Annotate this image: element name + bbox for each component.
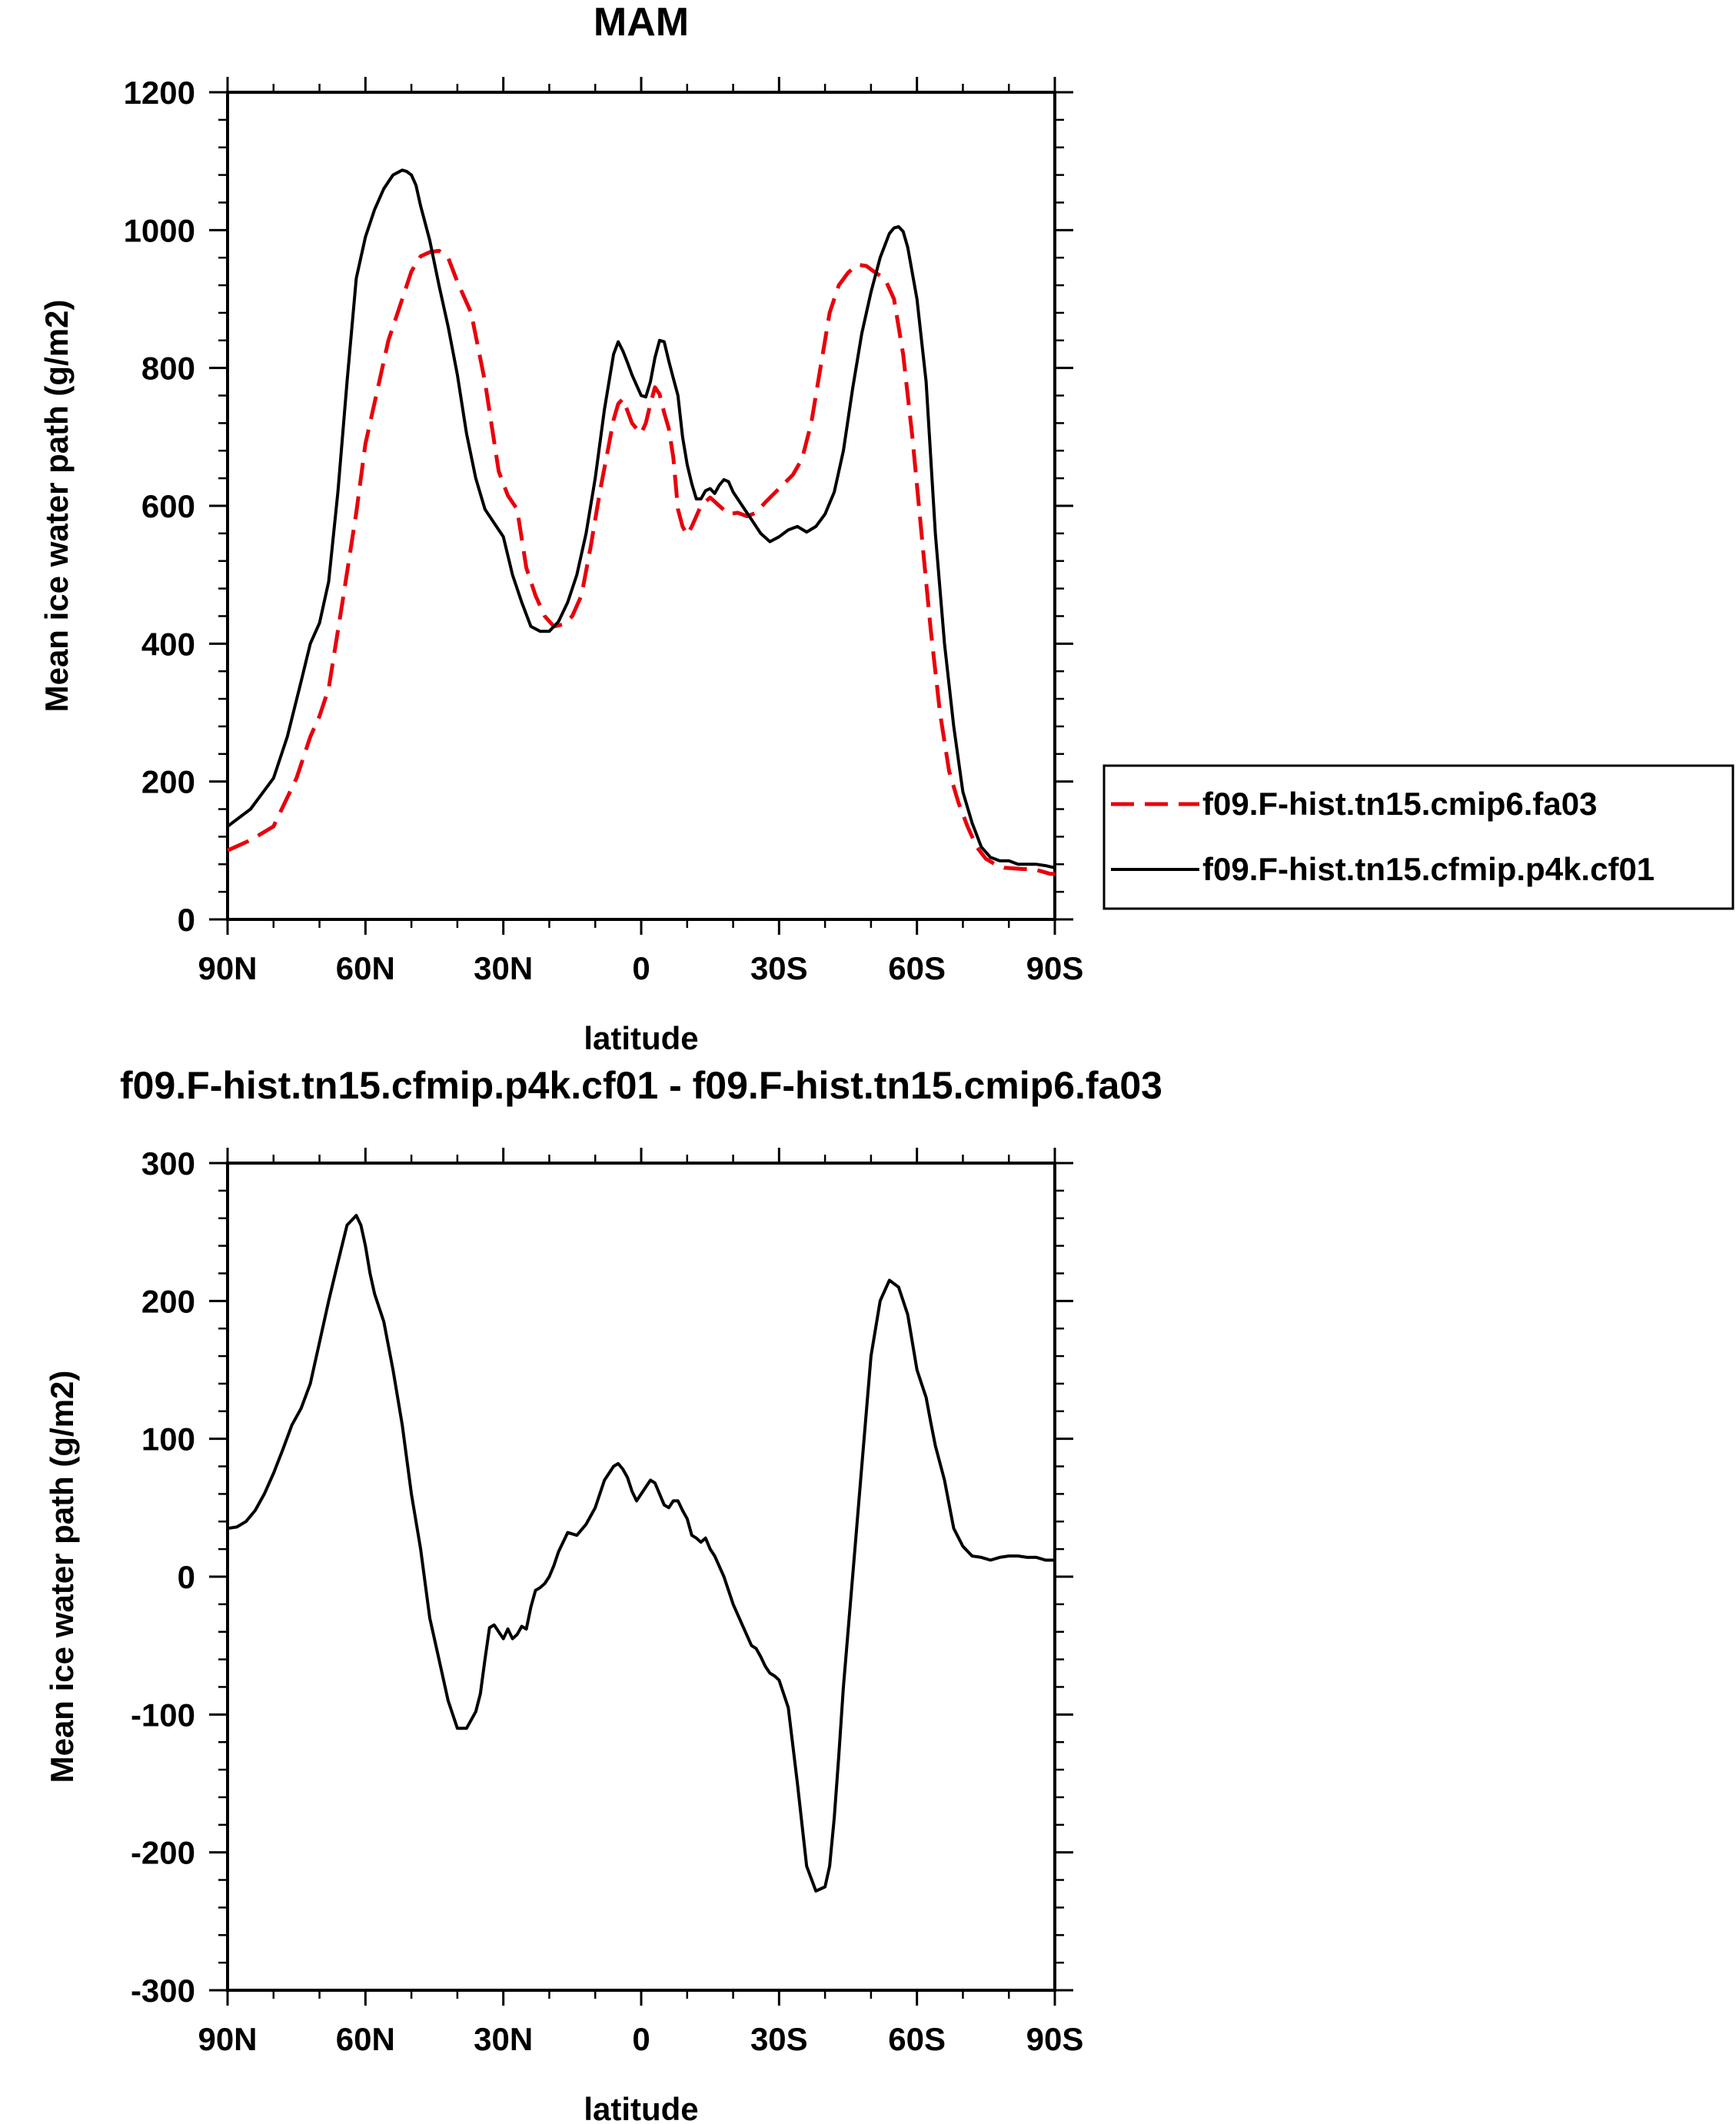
y-tick-label: 200 [141, 764, 195, 800]
x-tick-label: 0 [632, 2021, 650, 2057]
x-tick-label: 60N [336, 950, 395, 986]
x-tick-label: 30S [750, 950, 808, 986]
y-tick-label: 1000 [124, 212, 195, 248]
bottom-y-axis-label: Mean ice water path (g/m2) [44, 1371, 80, 1783]
series-line-p4k-cf01 [226, 168, 1056, 869]
top-chart-title: MAM [594, 0, 689, 45]
bottom-panel: f09.F-hist.tn15.cfmip.p4k.cf01 - f09.F-h… [44, 1064, 1162, 2124]
y-tick-label: 200 [141, 1283, 195, 1319]
top-x-tick-labels: 90N 60N 30N 0 30S 60S 90S [198, 950, 1083, 986]
x-tick-label: 60S [888, 2021, 946, 2057]
legend-box [1102, 764, 1734, 910]
bottom-plot-frame [226, 1162, 1056, 1992]
x-tick-label: 30N [474, 2021, 533, 2057]
x-tick-label: 30N [474, 950, 533, 986]
top-series-lines [226, 168, 1056, 876]
y-tick-label: 300 [141, 1145, 195, 1182]
legend-label-p4k: f09.F-hist.tn15.cfmip.p4k.cf01 [1202, 851, 1655, 887]
bottom-x-tick-labels: 90N 60N 30N 0 30S 60S 90S [198, 2021, 1083, 2057]
x-tick-label: 90N [198, 950, 257, 986]
y-tick-label: 800 [141, 351, 195, 387]
bottom-axis-ticks [209, 1148, 1073, 2006]
y-tick-label: 0 [178, 902, 195, 938]
y-tick-label: 1200 [124, 75, 195, 111]
top-y-tick-labels: 0 200 400 600 800 1000 1200 [124, 75, 195, 938]
legend: f09.F-hist.tn15.cmip6.fa03 f09.F-hist.tn… [1102, 764, 1734, 910]
x-tick-label: 60S [888, 950, 946, 986]
x-tick-label: 60N [336, 2021, 395, 2057]
bottom-x-axis-label: latitude [584, 2091, 698, 2124]
top-panel: MAM 90N 60N 30N 0 30S 60S 90S 0 200 400 600 800 100… [38, 0, 1734, 1056]
top-x-axis-label: latitude [584, 1020, 698, 1056]
bottom-chart-title: f09.F-hist.tn15.cfmip.p4k.cf01 - f09.F-h… [120, 1064, 1162, 1107]
x-tick-label: 30S [750, 2021, 808, 2057]
top-plot-frame [226, 91, 1056, 921]
y-tick-label: 600 [141, 488, 195, 524]
y-tick-label: 400 [141, 626, 195, 662]
top-axis-ticks [209, 77, 1073, 935]
x-tick-label: 90S [1026, 950, 1084, 986]
x-tick-label: 90N [198, 2021, 257, 2057]
top-y-axis-label: Mean ice water path (g/m2) [38, 300, 75, 713]
y-tick-label: 0 [178, 1559, 195, 1595]
y-tick-label: -300 [131, 1973, 195, 2009]
series-line-difference [227, 1214, 1055, 1893]
y-tick-label: -200 [131, 1835, 195, 1871]
legend-label-cmip6: f09.F-hist.tn15.cmip6.fa03 [1202, 786, 1598, 822]
y-tick-label: 100 [141, 1421, 195, 1458]
x-tick-label: 90S [1026, 2021, 1084, 2057]
x-tick-label: 0 [632, 950, 650, 986]
y-tick-label: -100 [131, 1697, 195, 1733]
bottom-series-lines [227, 1214, 1055, 1893]
bottom-y-tick-labels: -300 -200 -100 0 100 200 300 [131, 1145, 195, 2009]
